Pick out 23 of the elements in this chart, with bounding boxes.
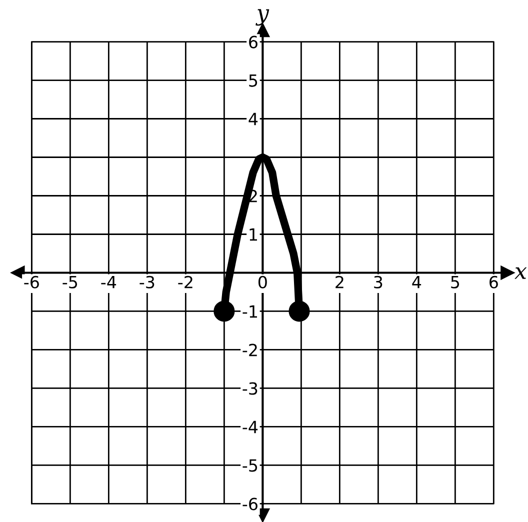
x-tick-label: 6: [490, 276, 498, 288]
x-tick-label: 0: [258, 276, 267, 288]
x-tick-label: 2: [336, 276, 344, 288]
y-axis-title: y: [256, 9, 270, 26]
y-tick-label: 4: [248, 112, 258, 126]
x-tick-label: -6: [24, 276, 39, 288]
y-tick-label: -1: [242, 305, 257, 318]
x-axis-title: x: [514, 267, 527, 279]
x-tick-label: 5: [451, 276, 460, 288]
y-tick-label: -4: [242, 420, 258, 434]
x-tick-label: -3: [140, 276, 154, 288]
y-tick-label: 5: [249, 74, 258, 87]
x-tick-label: 4: [412, 276, 422, 288]
y-tick-label: -3: [242, 382, 258, 395]
y-tick-label: -6: [242, 498, 258, 510]
y-tick-label: -2: [242, 344, 257, 356]
y-tick-label: 1: [250, 228, 257, 241]
x-tick-label: -4: [101, 276, 116, 288]
x-tick-label: 3: [374, 276, 382, 288]
y-tick-label: -5: [242, 459, 258, 472]
x-tick-label: -5: [62, 276, 78, 288]
x-tick-label: -2: [178, 276, 192, 288]
y-tick-label: 6: [249, 36, 258, 48]
